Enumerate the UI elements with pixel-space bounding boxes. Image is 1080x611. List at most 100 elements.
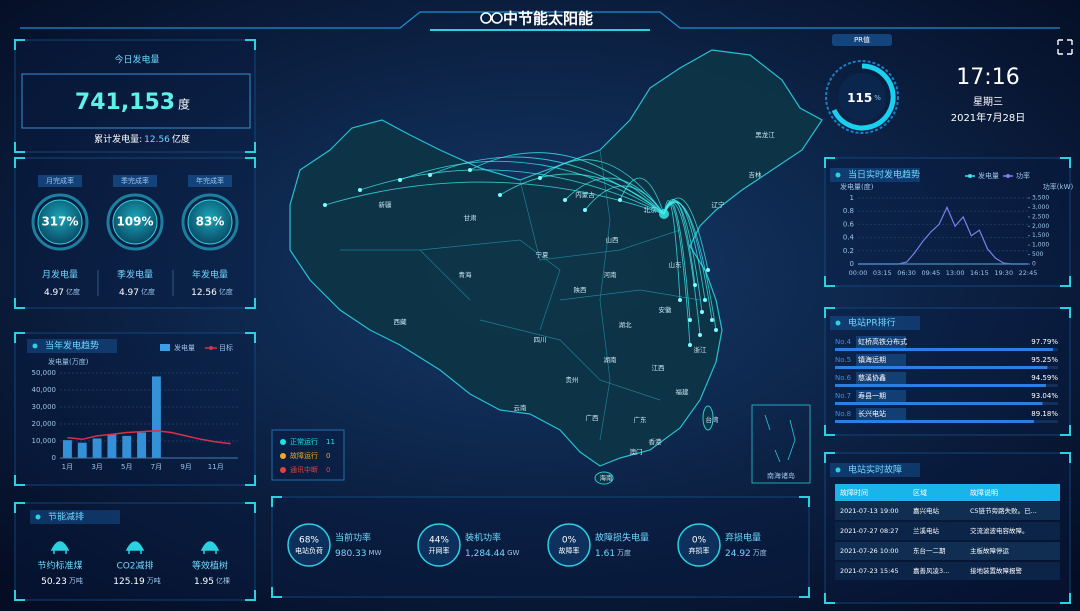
stat-ring: [417, 523, 461, 567]
station-dot: [398, 178, 402, 182]
stat-percent: 0%: [562, 536, 577, 546]
panel-title-dot: [835, 467, 841, 473]
station-dot: [700, 310, 704, 314]
stat-ring: [547, 523, 591, 567]
y-tick-label: 0.6: [843, 220, 855, 228]
flow-line: [499, 173, 665, 215]
province-label: 山东: [669, 260, 683, 269]
y2-tick-label: 1,500: [1032, 232, 1049, 239]
province-label: 浙江: [694, 345, 708, 354]
stat-unit: 亿度: [141, 287, 155, 296]
province-border: [519, 179, 681, 261]
gauge-label: 月完成率: [46, 176, 74, 185]
province-border: [599, 149, 611, 441]
panel: [14, 332, 256, 486]
stat-value: 1.61: [595, 549, 615, 559]
inset-box: [751, 404, 811, 484]
table-row: [835, 502, 1060, 520]
y2-tick-label: 2,000: [1032, 223, 1049, 230]
panel-title-bg: [830, 463, 920, 477]
legend-label: 发电量: [978, 171, 999, 180]
province-label: 福建: [676, 387, 690, 396]
panel-title: 电站实时故障: [848, 464, 902, 476]
stat-line: 1,284.44 GW: [465, 549, 520, 559]
gauge-ball: [187, 199, 233, 245]
station-dot: [358, 188, 362, 192]
rank-name: 镇海远期: [858, 355, 886, 364]
station-dot: [710, 318, 714, 322]
flow-line: [469, 152, 665, 215]
rank-bar: [835, 366, 1048, 369]
fullscreen-button[interactable]: [1057, 39, 1073, 55]
gauge-label: 季完成率: [121, 176, 149, 185]
table-cell: 2021-07-23 15:45: [840, 567, 899, 575]
energy-unit: 亿棵: [216, 576, 230, 585]
rank-name-bg: [856, 372, 906, 384]
rank-bar: [835, 402, 1043, 405]
y-axis-label: 发电量(度): [840, 182, 874, 191]
rank-name: 长兴电站: [858, 409, 886, 418]
stat-unit: 万度: [617, 548, 631, 557]
province-border: [340, 249, 471, 301]
stat-label: 当前功率: [335, 532, 371, 544]
x-tick-label: 00:00: [849, 269, 868, 277]
y-tick-label: 0: [850, 260, 854, 268]
flow-line: [663, 200, 681, 301]
province-label: 湖北: [619, 320, 633, 329]
pr-title: PR值: [854, 35, 870, 44]
table-cell: 嘉善风凌3...: [913, 566, 949, 575]
table-cell: 2021-07-27 08:27: [840, 527, 899, 535]
rank-number: No.7: [835, 392, 851, 400]
stat-value: 1,284.44: [465, 549, 505, 559]
station-dot: [498, 193, 502, 197]
y-tick-label: 20,000: [32, 420, 57, 428]
stat-unit: GW: [507, 549, 519, 557]
table-row: [835, 542, 1060, 560]
station-dot: [428, 173, 432, 177]
y2-tick-label: 3,000: [1032, 204, 1049, 211]
rank-name: 寿县一期: [858, 391, 886, 400]
province-label: 宁夏: [536, 250, 550, 259]
province-label: 黑龙江: [755, 130, 775, 139]
station-dot: [698, 333, 702, 337]
stat-label: 季发电量: [117, 269, 153, 281]
x-tick-label: 13:00: [946, 269, 965, 277]
x-tick-label: 5月: [121, 463, 132, 471]
panel-title: 当年发电趋势: [45, 340, 99, 352]
energy-icon: [50, 541, 70, 554]
province-label: 江西: [652, 364, 666, 372]
province-label: 新疆: [379, 200, 393, 209]
y2-tick-label: 1,000: [1032, 242, 1049, 249]
gauge-value: 83%: [196, 215, 225, 229]
y-tick-label: 10,000: [32, 437, 57, 445]
stat-percent: 44%: [429, 536, 449, 546]
x-tick-label: 16:15: [970, 269, 989, 277]
map-legend-label: 故障运行: [290, 451, 318, 460]
province-label: 广东: [634, 415, 648, 424]
stat-label: 故障损失电量: [595, 532, 649, 544]
panel: [824, 307, 1071, 436]
province-label: 云南: [514, 403, 528, 412]
map-legend-count: 0: [326, 466, 330, 474]
gauge-label-bg: [113, 175, 157, 187]
panel-corner: [824, 157, 1071, 287]
stat-unit: 亿度: [66, 287, 80, 296]
panel-corner: [14, 502, 256, 601]
stat-value: 980.33: [335, 549, 367, 559]
target-line: [67, 430, 231, 445]
rank-value: 93.04%: [1031, 392, 1058, 400]
panel-title: 当日实时发电趋势: [848, 169, 920, 181]
column-header: 区域: [913, 488, 927, 497]
province-label: 广西: [586, 413, 600, 422]
flow-line: [663, 202, 717, 331]
rank-value: 97.79%: [1031, 338, 1058, 346]
panel-corner: [14, 39, 256, 153]
table-cell: 接地装置故障报警: [970, 566, 1023, 575]
stat-label: 弃损电量: [725, 532, 761, 544]
legend-dot: [209, 346, 213, 350]
stat-ring: [677, 523, 721, 567]
stat-unit: 万度: [753, 548, 767, 557]
stat-line: 4.97 亿度: [119, 287, 155, 298]
rank-name-bg: [856, 336, 906, 348]
energy-unit: 万吨: [69, 576, 83, 585]
